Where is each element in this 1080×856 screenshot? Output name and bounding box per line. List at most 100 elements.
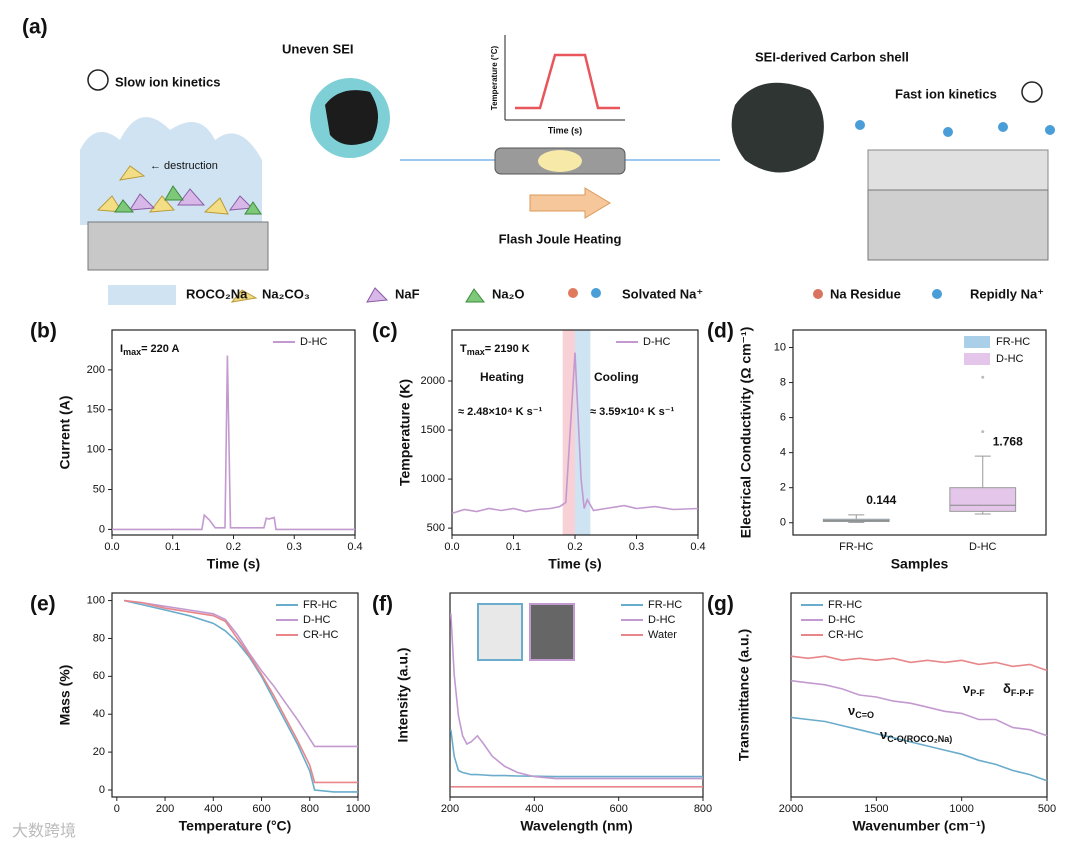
y-tick-label: 0 [780, 517, 786, 529]
y-axis-label: Mass (%) [57, 665, 73, 726]
legend-label: D-HC [996, 353, 1024, 365]
ions [855, 120, 1055, 137]
glow [538, 150, 582, 172]
legend-swatch [591, 288, 601, 298]
legend-swatch [230, 289, 258, 303]
legend-label: D-HC [828, 614, 856, 626]
x-axis-label: Time (s) [548, 556, 601, 572]
annotation-text: = 220 A [141, 343, 179, 355]
substrate [867, 189, 1049, 261]
x-tick-label: 600 [252, 803, 270, 815]
legend-label: Na Residue [830, 286, 901, 301]
legend-label: CR-HC [828, 629, 863, 641]
annotation-sub: P-F [970, 688, 985, 698]
x-tick-label: 0.4 [347, 541, 362, 553]
series-line [450, 613, 703, 780]
series-line [124, 599, 358, 748]
annotation-sub: C=O [855, 710, 874, 720]
panel-label: (c) [372, 320, 398, 343]
y-tick-label: 20 [93, 746, 105, 758]
x-tick-label: 800 [694, 803, 712, 815]
region-rate: ≈ 2.48×10⁴ K s⁻¹ [458, 406, 543, 418]
particle [325, 90, 379, 145]
x-tick-label: 0.1 [165, 541, 180, 553]
series-line [790, 679, 1048, 737]
y-tick-label: 8 [780, 376, 786, 388]
x-tick-label: 1000 [949, 803, 973, 815]
substrate [87, 221, 269, 271]
series-line [790, 655, 1048, 672]
arrow [529, 187, 611, 219]
legend-label: FR-HC [303, 599, 337, 611]
legend-label: D-HC [303, 614, 331, 626]
y-axis-label: Electrical Conductivity (Ω cm⁻¹) [738, 327, 754, 539]
legend-label: NaF [395, 286, 420, 301]
series-line [123, 599, 358, 793]
y-axis-label: Current (A) [57, 396, 73, 470]
panel-label: (a) [22, 16, 48, 39]
panel-label: (e) [30, 593, 56, 616]
series-line [450, 729, 703, 778]
region-rate: ≈ 3.59×10⁴ K s⁻¹ [590, 406, 675, 418]
annotation: νC=O [848, 703, 874, 720]
watermark: 大数跨境 [12, 821, 76, 840]
annotation: νP-F [963, 681, 985, 698]
outlier [981, 375, 985, 379]
annotation-sub: C-O(ROCO₂Na) [887, 734, 952, 744]
legend-label: D-HC [643, 336, 671, 348]
x-tick-label: 0.3 [629, 541, 644, 553]
x-tick-label: 0.0 [104, 541, 119, 553]
legend-label: ROCO₂Na [186, 286, 248, 301]
schematic-text: Uneven SEI [282, 41, 354, 56]
x-tick-label: 0.2 [567, 541, 582, 553]
panel-label: (d) [707, 320, 734, 343]
y-tick-label: 2 [780, 482, 786, 494]
annotation-text: T [460, 343, 467, 355]
x-tick-label: 2000 [779, 803, 803, 815]
y-tick-label: 100 [87, 594, 105, 606]
legend-swatch [964, 336, 990, 348]
x-axis-label: Wavenumber (cm⁻¹) [853, 818, 986, 834]
y-tick-label: 40 [93, 708, 105, 720]
y-tick-label: 2000 [421, 375, 445, 387]
schematic-text: SEI-derived Carbon shell [755, 49, 909, 64]
legend-label: FR-HC [648, 599, 682, 611]
y-axis-label: Intensity (a.u.) [395, 648, 411, 743]
x-tick-label: 600 [609, 803, 627, 815]
carbon-shell [731, 82, 824, 173]
x-axis-label: Time (s) [207, 556, 260, 572]
x-tick-label: 0.0 [444, 541, 459, 553]
legend-swatch [964, 353, 990, 365]
schematic-text: ← destruction [150, 160, 218, 172]
x-tick-label: 400 [525, 803, 543, 815]
mean-label: 0.144 [866, 493, 896, 507]
region-label: Cooling [594, 370, 639, 384]
y-axis-label: Temperature (K) [397, 379, 413, 486]
x-tick-label: 800 [301, 803, 319, 815]
y-tick-label: 60 [93, 670, 105, 682]
x-tick-label: 1000 [346, 803, 370, 815]
vial-photo [529, 603, 575, 661]
x-tick-label: 200 [156, 803, 174, 815]
panel-label: (f) [372, 593, 393, 616]
legend-swatch [568, 288, 578, 298]
y-tick-label: 4 [780, 447, 786, 459]
x-tick-label: 200 [441, 803, 459, 815]
annotation: δF-P-F [1003, 681, 1034, 698]
x-tick-label: 0 [114, 803, 120, 815]
legend-label: Na₂CO₃ [262, 286, 310, 301]
legend-label: Na₂O [492, 286, 525, 301]
sei-layer [80, 117, 262, 225]
mean-label: 1.768 [993, 434, 1023, 448]
plot-frame [111, 329, 356, 536]
annotation: Imax= 220 A [120, 343, 180, 357]
annotation: Tmax= 2190 K [460, 343, 530, 357]
y-tick-label: 80 [93, 632, 105, 644]
x-tick-label: 400 [204, 803, 222, 815]
x-tick-label: 0.1 [506, 541, 521, 553]
legend-label: D-HC [300, 336, 328, 348]
y-tick-label: 0 [99, 523, 105, 535]
y-tick-label: 200 [87, 364, 105, 376]
sei-layer [867, 149, 1049, 191]
